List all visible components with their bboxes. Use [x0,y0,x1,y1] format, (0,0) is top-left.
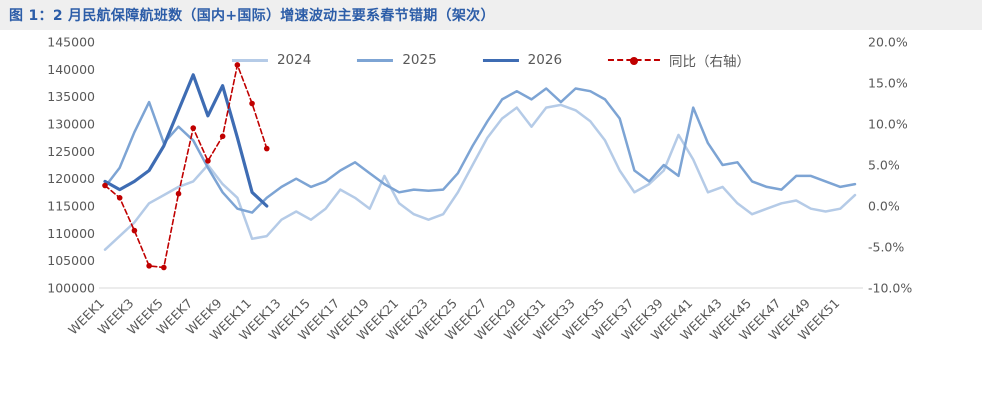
svg-text:10.0%: 10.0% [868,117,908,132]
svg-text:-5.0%: -5.0% [868,240,904,255]
legend-label-yoy: 同比（右轴） [669,54,751,70]
chart-area: 100000 105000 110000 115000 120000 125000 1300… [0,30,982,400]
svg-text:5.0%: 5.0% [868,158,900,173]
svg-text:20.0%: 20.0% [868,35,908,50]
svg-text:135000: 135000 [47,89,95,104]
svg-text:0.0%: 0.0% [868,199,900,214]
legend-swatch-2026 [482,58,519,62]
legend-swatch-2024 [231,58,268,62]
svg-text:130000: 130000 [47,117,95,132]
svg-text:145000: 145000 [47,35,95,50]
svg-text:115000: 115000 [47,199,95,214]
figure-title-bar: 图 1：2 月民航保障航班数（国内+国际）增速波动主要系春节错期（架次） [0,0,982,30]
legend-item-2026: 2026 [482,52,563,68]
svg-text:105000: 105000 [47,253,95,268]
legend-swatch-yoy [608,56,661,65]
svg-text:-10.0%: -10.0% [868,281,912,296]
legend-dot-yoy [630,56,639,65]
legend-label-2026: 2026 [527,52,563,68]
legend-label-2025: 2025 [402,52,437,68]
svg-text:125000: 125000 [47,144,95,159]
legend-item-2024: 2024 [231,52,312,68]
legend-label-2024: 2024 [276,52,312,68]
legend-swatch-2025 [357,58,394,62]
svg-text:15.0%: 15.0% [868,76,908,91]
chart-legend: 2024 2025 2026 同比（右轴） [231,50,750,70]
chart-svg: 100000 105000 110000 115000 120000 125000 1300… [47,35,912,344]
svg-text:110000: 110000 [47,226,95,241]
figure-title: 图 1：2 月民航保障航班数（国内+国际）增速波动主要系春节错期（架次） [9,8,495,24]
svg-text:140000: 140000 [47,62,95,77]
svg-text:100000: 100000 [47,281,95,296]
legend-item-yoy: 同比（右轴） [608,50,750,70]
svg-text:120000: 120000 [47,171,95,186]
legend-item-2025: 2025 [357,52,437,68]
